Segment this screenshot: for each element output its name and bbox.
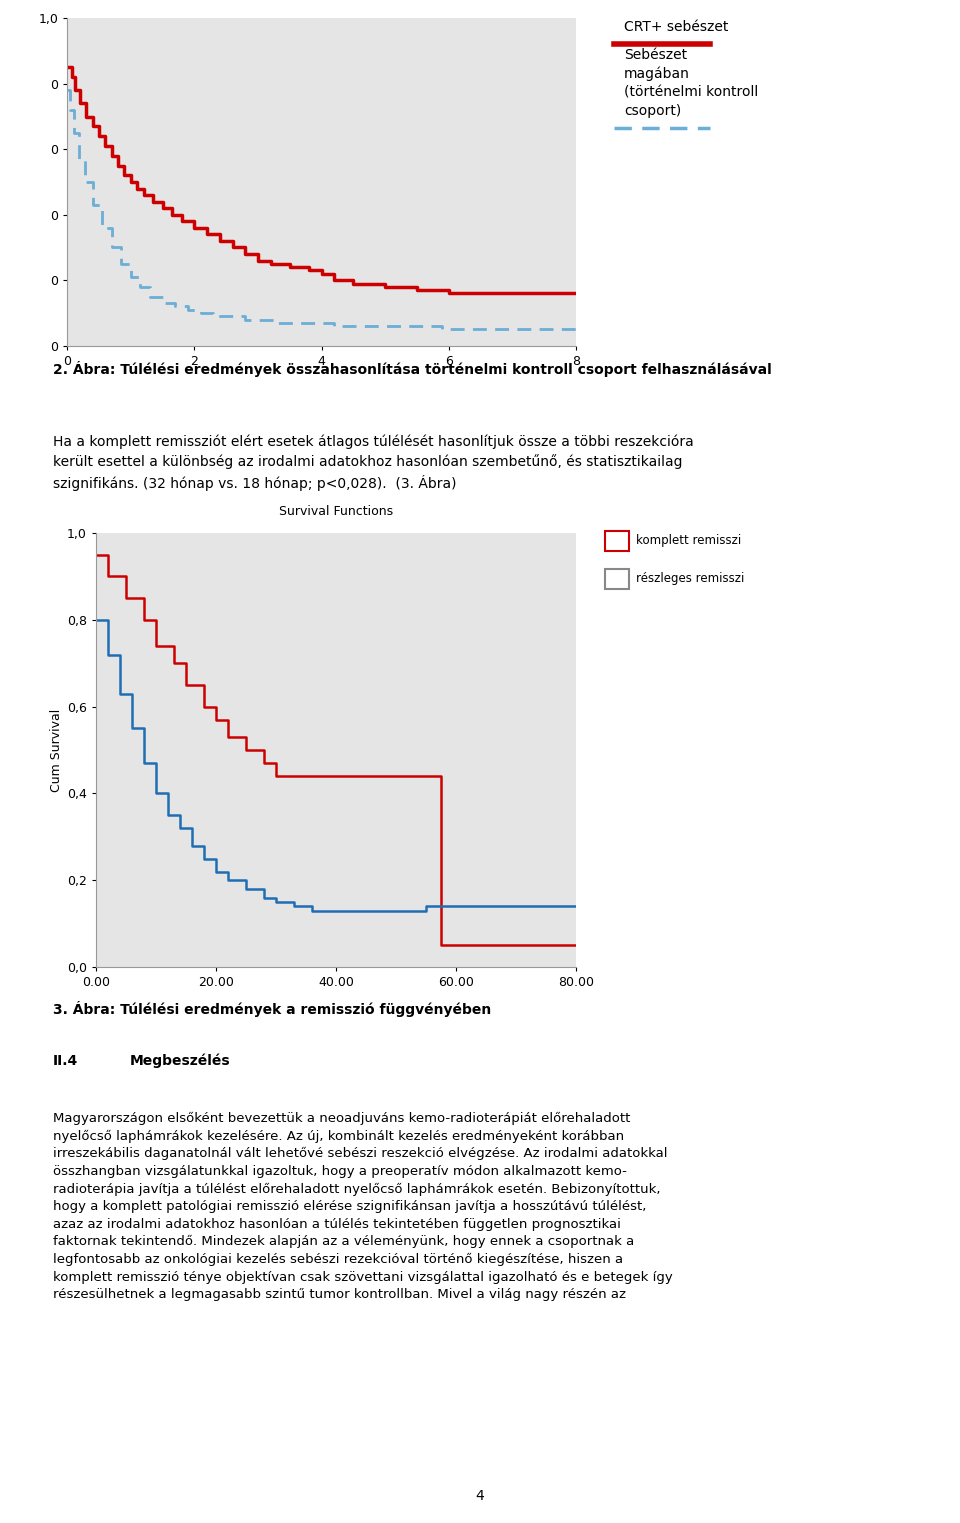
Text: 2. Ábra: Túlélési eredmények összahasonlítása történelmi kontroll csoport felhas: 2. Ábra: Túlélési eredmények összahasonl… — [53, 361, 772, 378]
Text: Megbeszélés: Megbeszélés — [130, 1054, 230, 1069]
Y-axis label: Cum Survival: Cum Survival — [50, 708, 62, 792]
Text: Magyarországon elsőként bevezettük a neoadjuváns kemo-radioterápiát előrehaladot: Magyarországon elsőként bevezettük a neo… — [53, 1112, 673, 1301]
Text: CRT+ sebészet: CRT+ sebészet — [624, 20, 729, 34]
Text: komplett remisszi: komplett remisszi — [636, 535, 742, 547]
Text: Ha a komplett remissziót elért esetek átlagos túlélését hasonlítjuk össze a több: Ha a komplett remissziót elért esetek át… — [53, 434, 693, 490]
Text: részleges remisszi: részleges remisszi — [636, 573, 745, 585]
Text: Sebészet
magában
(történelmi kontroll
csoport): Sebészet magában (történelmi kontroll cs… — [624, 47, 758, 117]
Text: Survival Functions: Survival Functions — [279, 504, 393, 518]
Text: 3. Ábra: Túlélési eredmények a remisszió függvényében: 3. Ábra: Túlélési eredmények a remisszió… — [53, 1001, 492, 1017]
Text: II.4: II.4 — [53, 1054, 78, 1068]
Text: 4: 4 — [475, 1489, 485, 1503]
